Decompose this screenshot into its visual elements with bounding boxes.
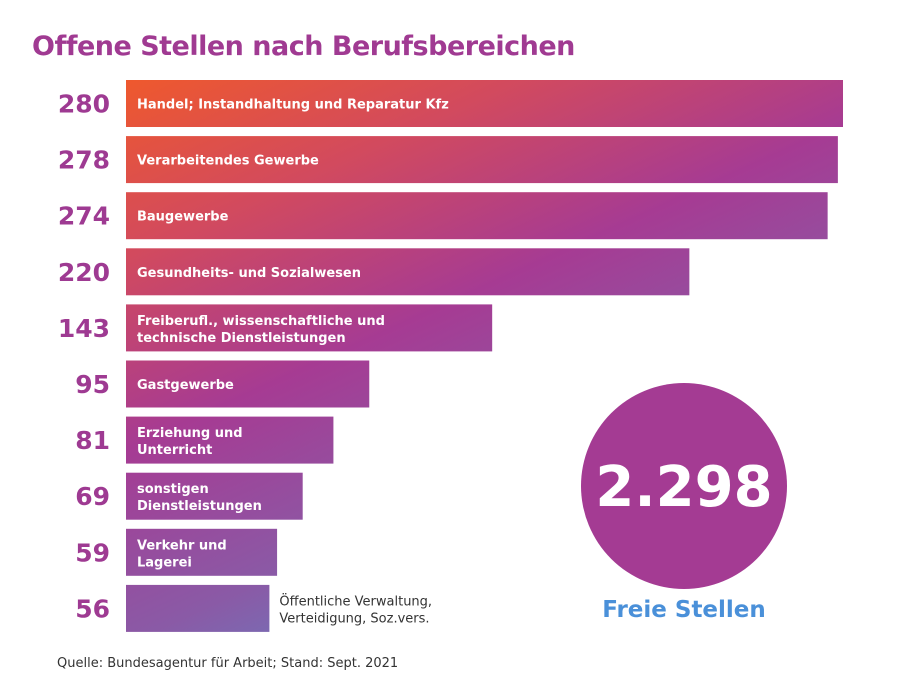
- category-label: Gastgewerbe: [137, 378, 234, 393]
- bar: [126, 584, 270, 632]
- category-label: Verkehr und: [137, 538, 227, 553]
- bar: [126, 528, 278, 576]
- category-label: Handel; Instandhaltung und Reparatur Kfz: [137, 98, 449, 113]
- category-label: Erziehung und: [137, 426, 243, 441]
- bar: [126, 304, 493, 352]
- category-label: Verarbeitendes Gewerbe: [137, 154, 319, 169]
- bars-group: 280 Handel; Instandhaltung und Reparatur …: [58, 80, 843, 632]
- chart-title: Offene Stellen nach Berufsbereichen: [32, 31, 575, 62]
- category-label: Dienstleistungen: [137, 499, 262, 514]
- bar: [126, 192, 828, 240]
- category-label: Verteidigung, Soz.vers.: [279, 611, 429, 626]
- source-note: Quelle: Bundesagentur für Arbeit; Stand:…: [57, 656, 398, 671]
- value-label: 59: [75, 538, 110, 567]
- category-label: Gesundheits- und Sozialwesen: [137, 266, 361, 281]
- total-circle: [581, 383, 787, 589]
- category-label: Baugewerbe: [137, 210, 229, 225]
- bar: [126, 80, 843, 127]
- value-label: 56: [75, 594, 110, 623]
- value-label: 280: [58, 90, 110, 119]
- category-label: technische Dienstleistungen: [137, 331, 346, 346]
- bar: [126, 472, 303, 520]
- category-label: Unterricht: [137, 443, 212, 458]
- value-label: 278: [58, 146, 110, 175]
- category-label: Freiberufl., wissenschaftliche und: [137, 314, 385, 329]
- value-label: 69: [75, 482, 110, 511]
- value-label: 220: [58, 258, 110, 287]
- total-label: Freie Stellen: [602, 597, 766, 623]
- value-label: 81: [75, 426, 110, 455]
- value-label: 95: [75, 370, 110, 399]
- bar: [126, 360, 370, 408]
- value-label: 143: [58, 314, 110, 343]
- category-label: Öffentliche Verwaltung,: [279, 592, 432, 609]
- bar: [126, 248, 690, 296]
- category-label: sonstigen: [137, 482, 209, 497]
- bar: [126, 416, 334, 464]
- value-label: 274: [58, 202, 110, 231]
- category-label: Lagerei: [137, 555, 192, 570]
- total-value: 2.298: [595, 455, 772, 520]
- bar: [126, 136, 838, 184]
